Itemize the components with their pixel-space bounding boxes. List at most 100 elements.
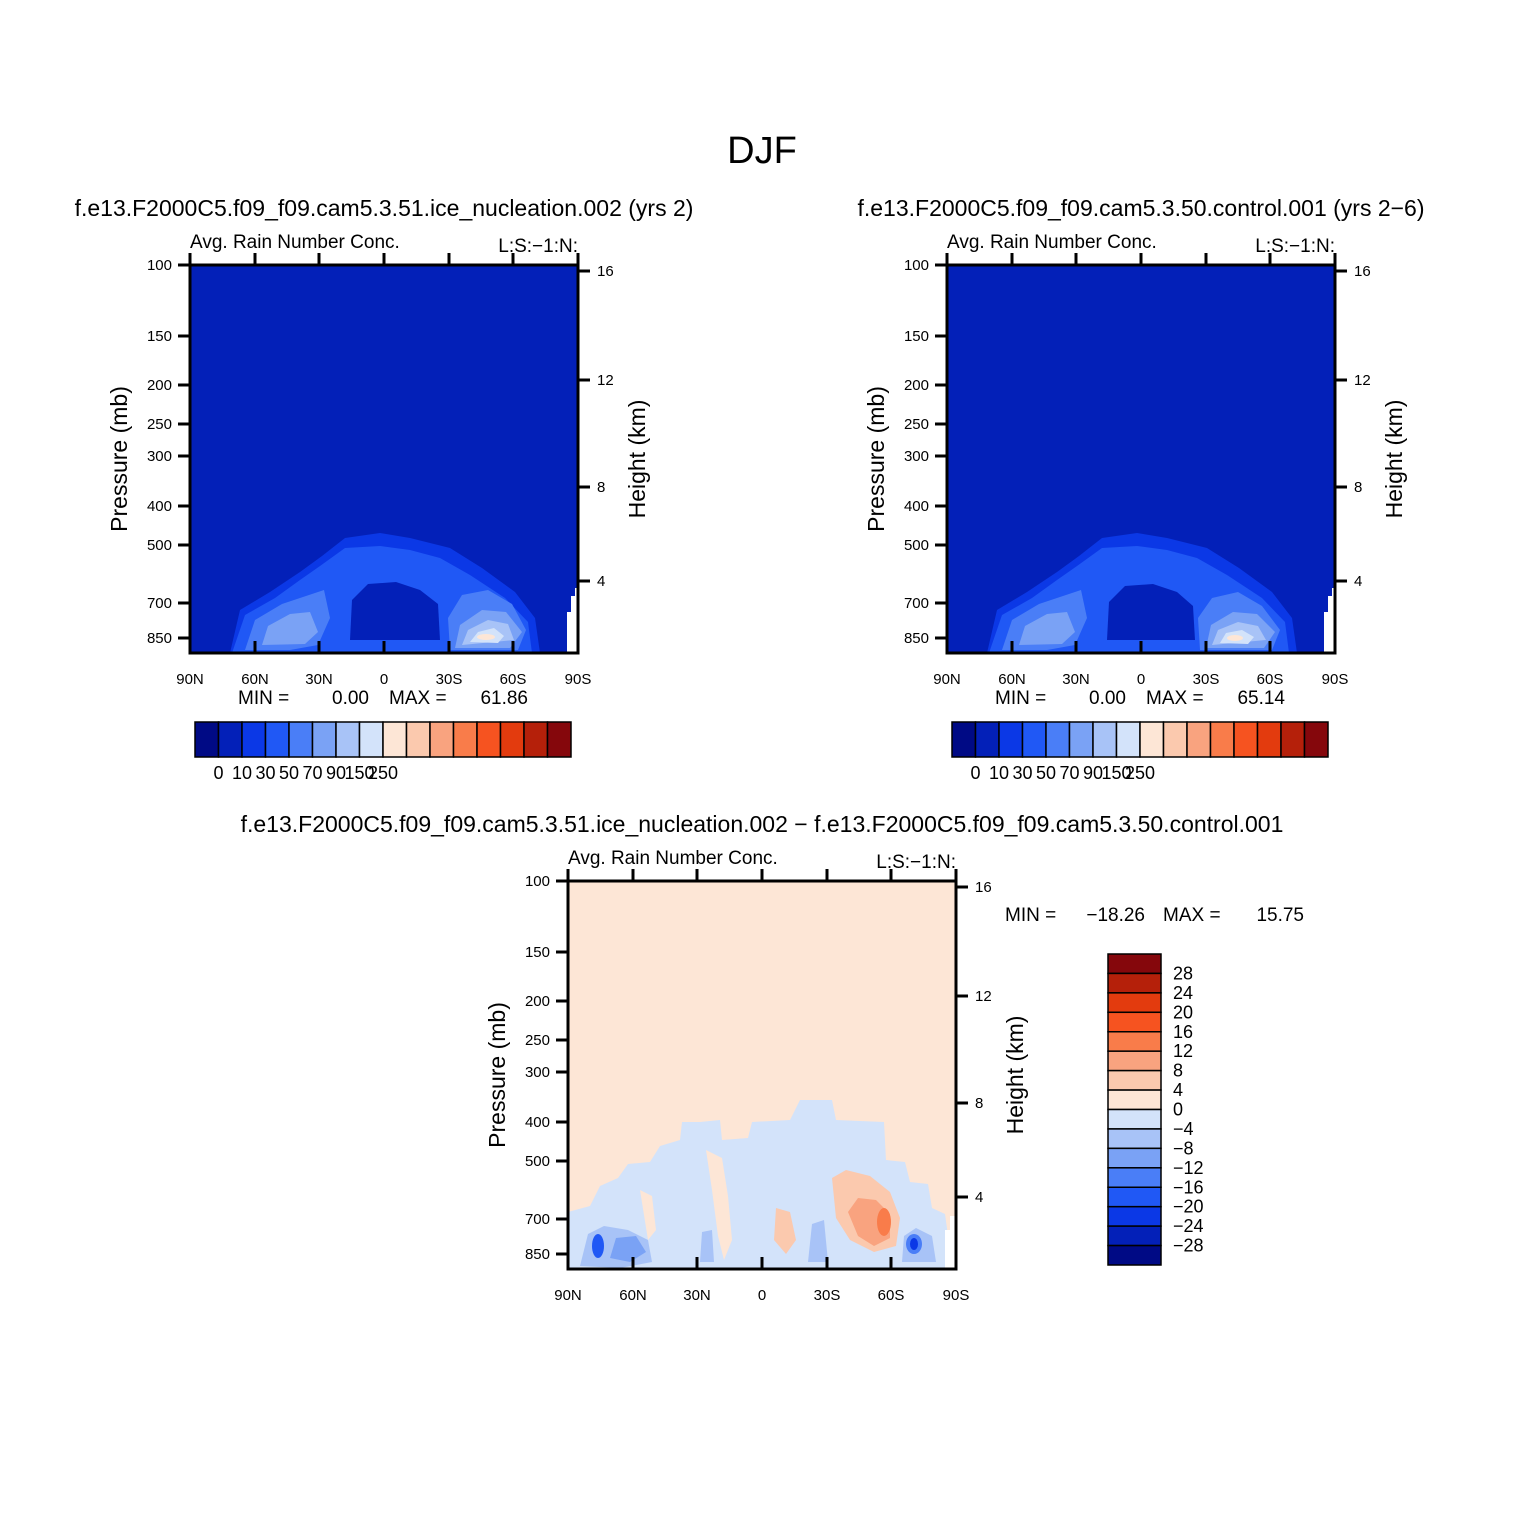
contour-region-peak — [477, 634, 495, 640]
y-tick-label: 400 — [904, 498, 929, 515]
min-label: MIN = — [238, 688, 289, 709]
panel-title: f.e13.F2000C5.f09_f09.cam5.3.51.ice_nucl… — [241, 811, 1284, 837]
y-tick-label: 300 — [525, 1064, 550, 1081]
min-label: MIN = — [995, 688, 1046, 709]
page-title: DJF — [727, 130, 797, 172]
contour-region-70 — [262, 612, 318, 645]
colorbar-box — [974, 721, 1000, 758]
contour-region-neg20 — [592, 1234, 604, 1258]
panel-subtitle-right: L:S:−1:N: — [876, 852, 956, 873]
colorbar-box — [998, 721, 1024, 758]
colorbar-label: −28 — [1173, 1236, 1204, 1256]
colorbar-box — [288, 721, 314, 758]
contour-region-70 — [1019, 612, 1075, 645]
colorbar-box — [358, 721, 384, 758]
min-value: 0.00 — [1089, 688, 1126, 709]
colorbar-label: 0 — [1173, 1100, 1183, 1120]
colorbar-box — [1162, 721, 1188, 758]
y-axis-label: Pressure (mb) — [863, 386, 889, 532]
x-ticks — [945, 253, 1337, 653]
stats-line: MIN = 0.00 MAX = 65.14 — [995, 688, 1285, 709]
x-tick-label: 60N — [998, 671, 1026, 688]
colorbar-label: 12 — [1173, 1041, 1193, 1061]
colorbar-box — [1107, 953, 1162, 975]
y-tick-label: 150 — [904, 328, 929, 345]
colorbar-label: 10 — [232, 763, 252, 783]
y-tick-label: 300 — [904, 448, 929, 465]
y-tick-label: 100 — [525, 873, 550, 890]
y-tick-label: 250 — [147, 416, 172, 433]
colorbar-label: −12 — [1173, 1158, 1204, 1178]
y2-tick-label: 8 — [597, 479, 605, 496]
x-tick-label: 60S — [1257, 671, 1284, 688]
colorbar-box — [1107, 1011, 1162, 1033]
panel-subtitle-left: Avg. Rain Number Conc. — [947, 232, 1157, 253]
contour-region-neg12 — [610, 1236, 646, 1262]
x-tick-label: 30N — [683, 1287, 711, 1304]
colorbar-box — [1256, 721, 1282, 758]
y-ticks — [178, 263, 590, 640]
x-tick-label: 90N — [176, 671, 204, 688]
x-tick-label: 0 — [1137, 671, 1145, 688]
panel-top-right: f.e13.F2000C5.f09_f09.cam5.3.50.control.… — [857, 195, 1424, 783]
colorbar-box — [1107, 1147, 1162, 1169]
y2-tick-label: 4 — [975, 1189, 983, 1206]
colorbar-box — [241, 721, 267, 758]
max-value: 15.75 — [1256, 905, 1304, 926]
colorbar-box — [1107, 1225, 1162, 1247]
stats-line: MIN = −18.26 MAX = 15.75 — [1005, 905, 1304, 926]
colorbar-label: 150 — [1101, 763, 1131, 783]
contour-region-pos-band2 — [640, 1190, 656, 1240]
missing-data-region — [945, 1216, 956, 1269]
x-tick-label: 30S — [814, 1287, 841, 1304]
colorbar-box — [382, 721, 408, 758]
panel-title: f.e13.F2000C5.f09_f09.cam5.3.51.ice_nucl… — [75, 195, 694, 221]
colorbar-label: 4 — [1173, 1080, 1183, 1100]
colorbar-box — [1068, 721, 1094, 758]
colorbar-box — [1107, 972, 1162, 994]
y-tick-label: 400 — [525, 1114, 550, 1131]
colorbar-label: 0 — [213, 763, 223, 783]
contour-region-pos-8 — [848, 1198, 890, 1246]
colorbar-box — [429, 721, 455, 758]
y-tick-label: 200 — [904, 377, 929, 394]
colorbar-box — [1021, 721, 1047, 758]
x-tick-label: 90S — [565, 671, 592, 688]
y-tick-label: 700 — [904, 595, 929, 612]
colorbar-box — [1280, 721, 1306, 758]
colorbar-box — [476, 721, 502, 758]
y2-tick-label: 12 — [1354, 372, 1371, 389]
colorbar-label: 70 — [302, 763, 322, 783]
colorbar-box — [1233, 721, 1259, 758]
contour-region-pos-low — [774, 1208, 796, 1254]
colorbar-label: 28 — [1173, 963, 1193, 983]
x-tick-label: 60S — [878, 1287, 905, 1304]
contour-region-core-low — [1107, 584, 1195, 640]
colorbar-label: 150 — [344, 763, 374, 783]
x-ticks — [566, 869, 958, 1269]
colorbar-box — [951, 721, 977, 758]
y-tick-label: 150 — [147, 328, 172, 345]
max-value: 65.14 — [1237, 688, 1285, 709]
colorbar-box — [546, 721, 572, 758]
colorbar-box — [1092, 721, 1118, 758]
colorbar-label: 30 — [255, 763, 275, 783]
y-tick-label: 850 — [904, 630, 929, 647]
y-tick-label: 150 — [525, 944, 550, 961]
contour-region-pos-12 — [877, 1208, 891, 1236]
panel-title: f.e13.F2000C5.f09_f09.cam5.3.50.control.… — [857, 195, 1424, 221]
colorbar-box — [523, 721, 549, 758]
colorbar-box — [1107, 1205, 1162, 1227]
colorbar-label: 16 — [1173, 1022, 1193, 1042]
max-label: MAX = — [389, 688, 447, 709]
panel-top-left: f.e13.F2000C5.f09_f09.cam5.3.51.ice_nucl… — [75, 195, 694, 783]
x-tick-label: 30S — [1193, 671, 1220, 688]
y-tick-label: 200 — [525, 993, 550, 1010]
contour-field — [190, 265, 578, 653]
x-tick-label: 90N — [554, 1287, 582, 1304]
colorbar-box — [335, 721, 361, 758]
colorbar-box — [217, 721, 243, 758]
y-tick-label: 500 — [525, 1153, 550, 1170]
